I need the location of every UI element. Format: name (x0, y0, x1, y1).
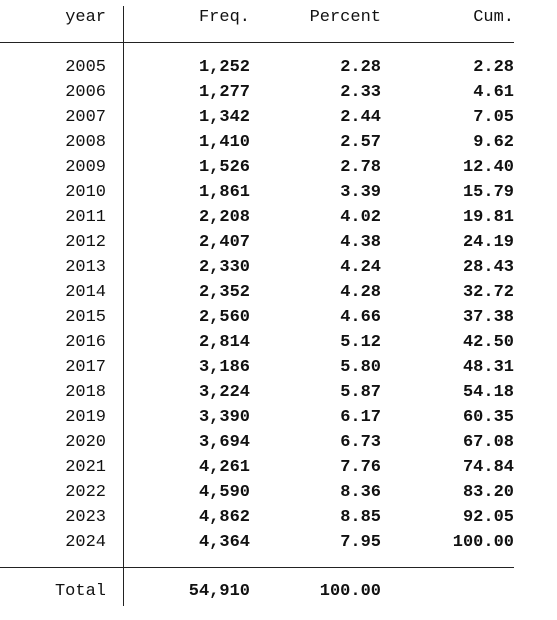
cell-value: 4.24 (340, 258, 381, 277)
cell-value: 1,526 (198, 158, 250, 177)
cell-value: 37.38 (462, 308, 514, 327)
cell-value: 32.72 (462, 283, 514, 302)
cell-value: 1,342 (198, 108, 250, 127)
cell-value: 54.18 (462, 383, 514, 402)
row-label: 2021 (65, 458, 106, 477)
cell-value: 2.28 (340, 58, 381, 77)
vertical-rule (123, 6, 124, 606)
cell-value: 4.28 (340, 283, 381, 302)
cell-value: 6.17 (340, 408, 381, 427)
cell-value: 5.12 (340, 333, 381, 352)
cell-value: 5.87 (340, 383, 381, 402)
cell-value: 48.31 (462, 358, 514, 377)
cell-value: 2.28 (473, 58, 514, 77)
cell-value: 100.00 (452, 533, 514, 552)
row-label: 2017 (65, 358, 106, 377)
total-rule (0, 567, 514, 568)
total-value: 54,910 (188, 582, 250, 601)
cell-value: 60.35 (462, 408, 514, 427)
cell-value: 7.95 (340, 533, 381, 552)
row-label: 2008 (65, 133, 106, 152)
row-label: 2020 (65, 433, 106, 452)
cell-value: 2.33 (340, 83, 381, 102)
row-label: 2009 (65, 158, 106, 177)
total-label: Total (54, 582, 106, 601)
row-label: 2018 (65, 383, 106, 402)
row-label: 2024 (65, 533, 106, 552)
cell-value: 3,694 (198, 433, 250, 452)
cell-value: 4,364 (198, 533, 250, 552)
cell-value: 3,186 (198, 358, 250, 377)
cell-value: 2,330 (198, 258, 250, 277)
row-label: 2013 (65, 258, 106, 277)
cell-value: 2,560 (198, 308, 250, 327)
column-header: Percent (309, 8, 381, 27)
cell-value: 2,407 (198, 233, 250, 252)
cell-value: 4,862 (198, 508, 250, 527)
row-label: 2011 (65, 208, 106, 227)
row-label: 2010 (65, 183, 106, 202)
row-label: 2022 (65, 483, 106, 502)
cell-value: 15.79 (462, 183, 514, 202)
cell-value: 4.61 (473, 83, 514, 102)
cell-value: 5.80 (340, 358, 381, 377)
cell-value: 2,352 (198, 283, 250, 302)
cell-value: 4,590 (198, 483, 250, 502)
cell-value: 83.20 (462, 483, 514, 502)
column-header: Freq. (198, 8, 250, 27)
row-label: 2005 (65, 58, 106, 77)
cell-value: 1,410 (198, 133, 250, 152)
cell-value: 3,224 (198, 383, 250, 402)
total-value: 100.00 (319, 582, 381, 601)
cell-value: 7.76 (340, 458, 381, 477)
row-label: 2012 (65, 233, 106, 252)
cell-value: 8.85 (340, 508, 381, 527)
cell-value: 9.62 (473, 133, 514, 152)
column-header: Cum. (473, 8, 514, 27)
cell-value: 4.66 (340, 308, 381, 327)
cell-value: 12.40 (462, 158, 514, 177)
column-header: year (65, 8, 106, 27)
row-label: 2016 (65, 333, 106, 352)
cell-value: 7.05 (473, 108, 514, 127)
cell-value: 1,861 (198, 183, 250, 202)
cell-value: 4.38 (340, 233, 381, 252)
row-label: 2014 (65, 283, 106, 302)
cell-value: 2.44 (340, 108, 381, 127)
cell-value: 4,261 (198, 458, 250, 477)
cell-value: 2,208 (198, 208, 250, 227)
cell-value: 42.50 (462, 333, 514, 352)
cell-value: 24.19 (462, 233, 514, 252)
cell-value: 2.57 (340, 133, 381, 152)
row-label: 2023 (65, 508, 106, 527)
cell-value: 3,390 (198, 408, 250, 427)
cell-value: 4.02 (340, 208, 381, 227)
cell-value: 1,252 (198, 58, 250, 77)
row-label: 2019 (65, 408, 106, 427)
header-rule (0, 42, 514, 43)
cell-value: 3.39 (340, 183, 381, 202)
row-label: 2006 (65, 83, 106, 102)
cell-value: 19.81 (462, 208, 514, 227)
cell-value: 8.36 (340, 483, 381, 502)
cell-value: 2.78 (340, 158, 381, 177)
cell-value: 92.05 (462, 508, 514, 527)
cell-value: 2,814 (198, 333, 250, 352)
cell-value: 6.73 (340, 433, 381, 452)
cell-value: 28.43 (462, 258, 514, 277)
cell-value: 74.84 (462, 458, 514, 477)
row-label: 2007 (65, 108, 106, 127)
cell-value: 1,277 (198, 83, 250, 102)
row-label: 2015 (65, 308, 106, 327)
cell-value: 67.08 (462, 433, 514, 452)
